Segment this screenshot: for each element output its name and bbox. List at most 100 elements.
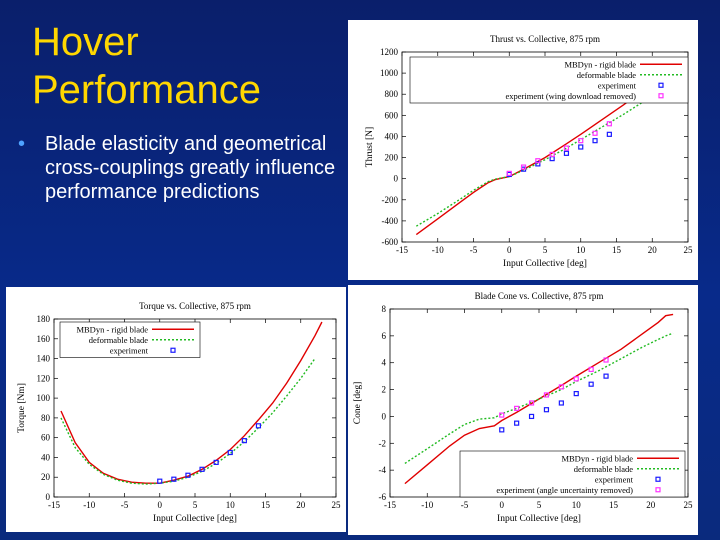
thrust-x-tick-label: 5 — [543, 245, 548, 255]
cone-experiment-point — [558, 384, 564, 390]
torque-x-tick-label: 10 — [226, 500, 236, 510]
cone-chart-title: Blade Cone vs. Collective, 875 rpm — [475, 291, 604, 301]
thrust-legend-label: MBDyn - rigid blade — [564, 59, 636, 69]
thrust-deformable-line — [415, 84, 675, 227]
torque-x-tick-label: -15 — [48, 500, 60, 510]
cone-experiment-point — [558, 400, 564, 406]
thrust-experiment-point — [578, 144, 584, 150]
torque-y-tick-label: 80 — [41, 413, 51, 423]
thrust-experiment-point — [606, 121, 612, 127]
torque-experiment-point — [227, 449, 233, 456]
cone-experiment-point — [543, 392, 550, 398]
thrust-y-tick-label: 800 — [385, 89, 399, 99]
thrust-y-tick-label: -600 — [382, 237, 399, 247]
thrust-x-tick-label: -5 — [470, 245, 478, 255]
cone-x-tick-label: 25 — [684, 500, 694, 510]
thrust-legend-label: experiment (wing download removed) — [505, 91, 636, 101]
cone-x-tick-label: 0 — [500, 500, 505, 510]
torque-x-tick-label: 5 — [193, 500, 198, 510]
cone-x-axis-label: Input Collective [deg] — [497, 514, 581, 524]
torque-legend-label: MBDyn - rigid blade — [76, 324, 148, 334]
slide-title-line2: Performance — [32, 68, 261, 112]
bullet-text: Blade elasticity and geometrical cross-c… — [45, 133, 336, 203]
cone-legend-marker — [655, 476, 661, 482]
thrust-y-tick-label: 200 — [385, 153, 399, 163]
thrust-experiment-point — [606, 131, 612, 137]
torque-legend-label: experiment — [110, 345, 149, 355]
torque-x-tick-label: -5 — [121, 500, 129, 510]
torque-experiment-point — [171, 476, 177, 482]
torque-x-tick-label: -10 — [83, 500, 95, 510]
thrust-legend-marker — [658, 93, 664, 99]
torque-x-tick-label: 25 — [332, 500, 342, 510]
thrust-y-tick-label: 0 — [394, 174, 399, 184]
thrust-experiment-point — [535, 158, 541, 164]
cone-legend-label: experiment (angle uncertainty removed) — [496, 485, 633, 495]
cone-chart: Blade Cone vs. Collective, 875 rpm -15 -10… — [353, 291, 694, 524]
cone-experiment-point — [528, 400, 535, 406]
cone-y-tick-label: 4 — [382, 358, 387, 368]
bullet-icon: • — [18, 133, 26, 155]
cone-y-tick-label: 0 — [382, 411, 387, 421]
cone-y-tick-label: -6 — [379, 492, 387, 502]
thrust-chart: Thrust vs. Collective, 875 rpm -15 -10 -5 0 5… — [365, 34, 694, 269]
cone-y-tick-label: 6 — [382, 331, 387, 341]
torque-y-tick-label: 160 — [37, 334, 51, 344]
thrust-x-tick-label: 20 — [648, 245, 658, 255]
torque-deformable-line — [60, 358, 316, 485]
torque-rigid-line — [60, 321, 323, 484]
cone-chart-panel: Blade Cone vs. Collective, 875 rpm -15 -10… — [348, 285, 698, 535]
thrust-chart-title: Thrust vs. Collective, 875 rpm — [490, 34, 600, 44]
thrust-experiment-point — [520, 164, 527, 170]
slide-title-line1: Hover — [32, 20, 139, 64]
thrust-chart-panel: Thrust vs. Collective, 875 rpm -15 -10 -5 0 5… — [348, 20, 698, 280]
torque-x-tick-label: 0 — [158, 500, 163, 510]
cone-x-tick-label: -10 — [421, 500, 433, 510]
cone-y-tick-label: -2 — [379, 438, 387, 448]
thrust-x-tick-label: 25 — [684, 245, 694, 255]
torque-experiment-point — [255, 423, 262, 429]
cone-experiment-point — [528, 413, 535, 420]
thrust-experiment-point — [578, 138, 584, 144]
thrust-x-tick-label: 10 — [576, 245, 586, 255]
torque-x-tick-label: 20 — [296, 500, 306, 510]
cone-experiment-point — [603, 373, 609, 379]
thrust-experiment-point — [563, 150, 570, 156]
cone-x-tick-label: -15 — [384, 500, 396, 510]
thrust-x-tick-label: -10 — [432, 245, 444, 255]
thrust-y-tick-label: 1000 — [380, 68, 399, 78]
torque-legend-label: deformable blade — [89, 335, 148, 345]
thrust-experiment-point — [563, 145, 570, 151]
torque-experiment-point — [213, 459, 219, 465]
thrust-experiment-point — [535, 161, 541, 167]
thrust-y-tick-label: -400 — [382, 216, 399, 226]
cone-experiment-point — [499, 412, 505, 418]
torque-x-tick-label: 15 — [261, 500, 271, 510]
cone-experiment-point — [514, 405, 520, 411]
thrust-x-tick-label: 15 — [612, 245, 622, 255]
thrust-x-tick-label: 0 — [507, 245, 512, 255]
cone-experiment-point — [499, 427, 505, 433]
cone-legend-marker — [655, 487, 661, 493]
cone-experiment-point — [543, 407, 550, 413]
thrust-y-tick-label: 400 — [385, 131, 399, 141]
cone-rigid-line — [404, 313, 674, 485]
cone-experiment-point — [573, 390, 579, 397]
thrust-y-axis-label: Thrust [N] — [365, 127, 375, 167]
cone-experiment-point — [514, 420, 520, 426]
torque-y-tick-label: 120 — [37, 373, 51, 383]
torque-y-tick-label: 20 — [41, 472, 51, 482]
cone-legend-label: MBDyn - rigid blade — [561, 453, 633, 463]
torque-chart: Torque vs. Collective, 875 rpm -15 -10 -5 0 5… — [17, 301, 342, 524]
cone-y-tick-label: -4 — [379, 465, 387, 475]
cone-x-tick-label: -5 — [461, 500, 469, 510]
torque-y-tick-label: 100 — [37, 393, 51, 403]
cone-y-tick-label: 8 — [382, 304, 387, 314]
thrust-y-tick-label: -200 — [382, 195, 399, 205]
cone-x-tick-label: 10 — [572, 500, 582, 510]
thrust-x-tick-label: -15 — [396, 245, 408, 255]
slide-title: Hover Performance — [32, 18, 261, 114]
thrust-experiment-point — [592, 130, 598, 136]
torque-experiment-point — [199, 466, 205, 472]
cone-legend-label: deformable blade — [574, 464, 633, 474]
